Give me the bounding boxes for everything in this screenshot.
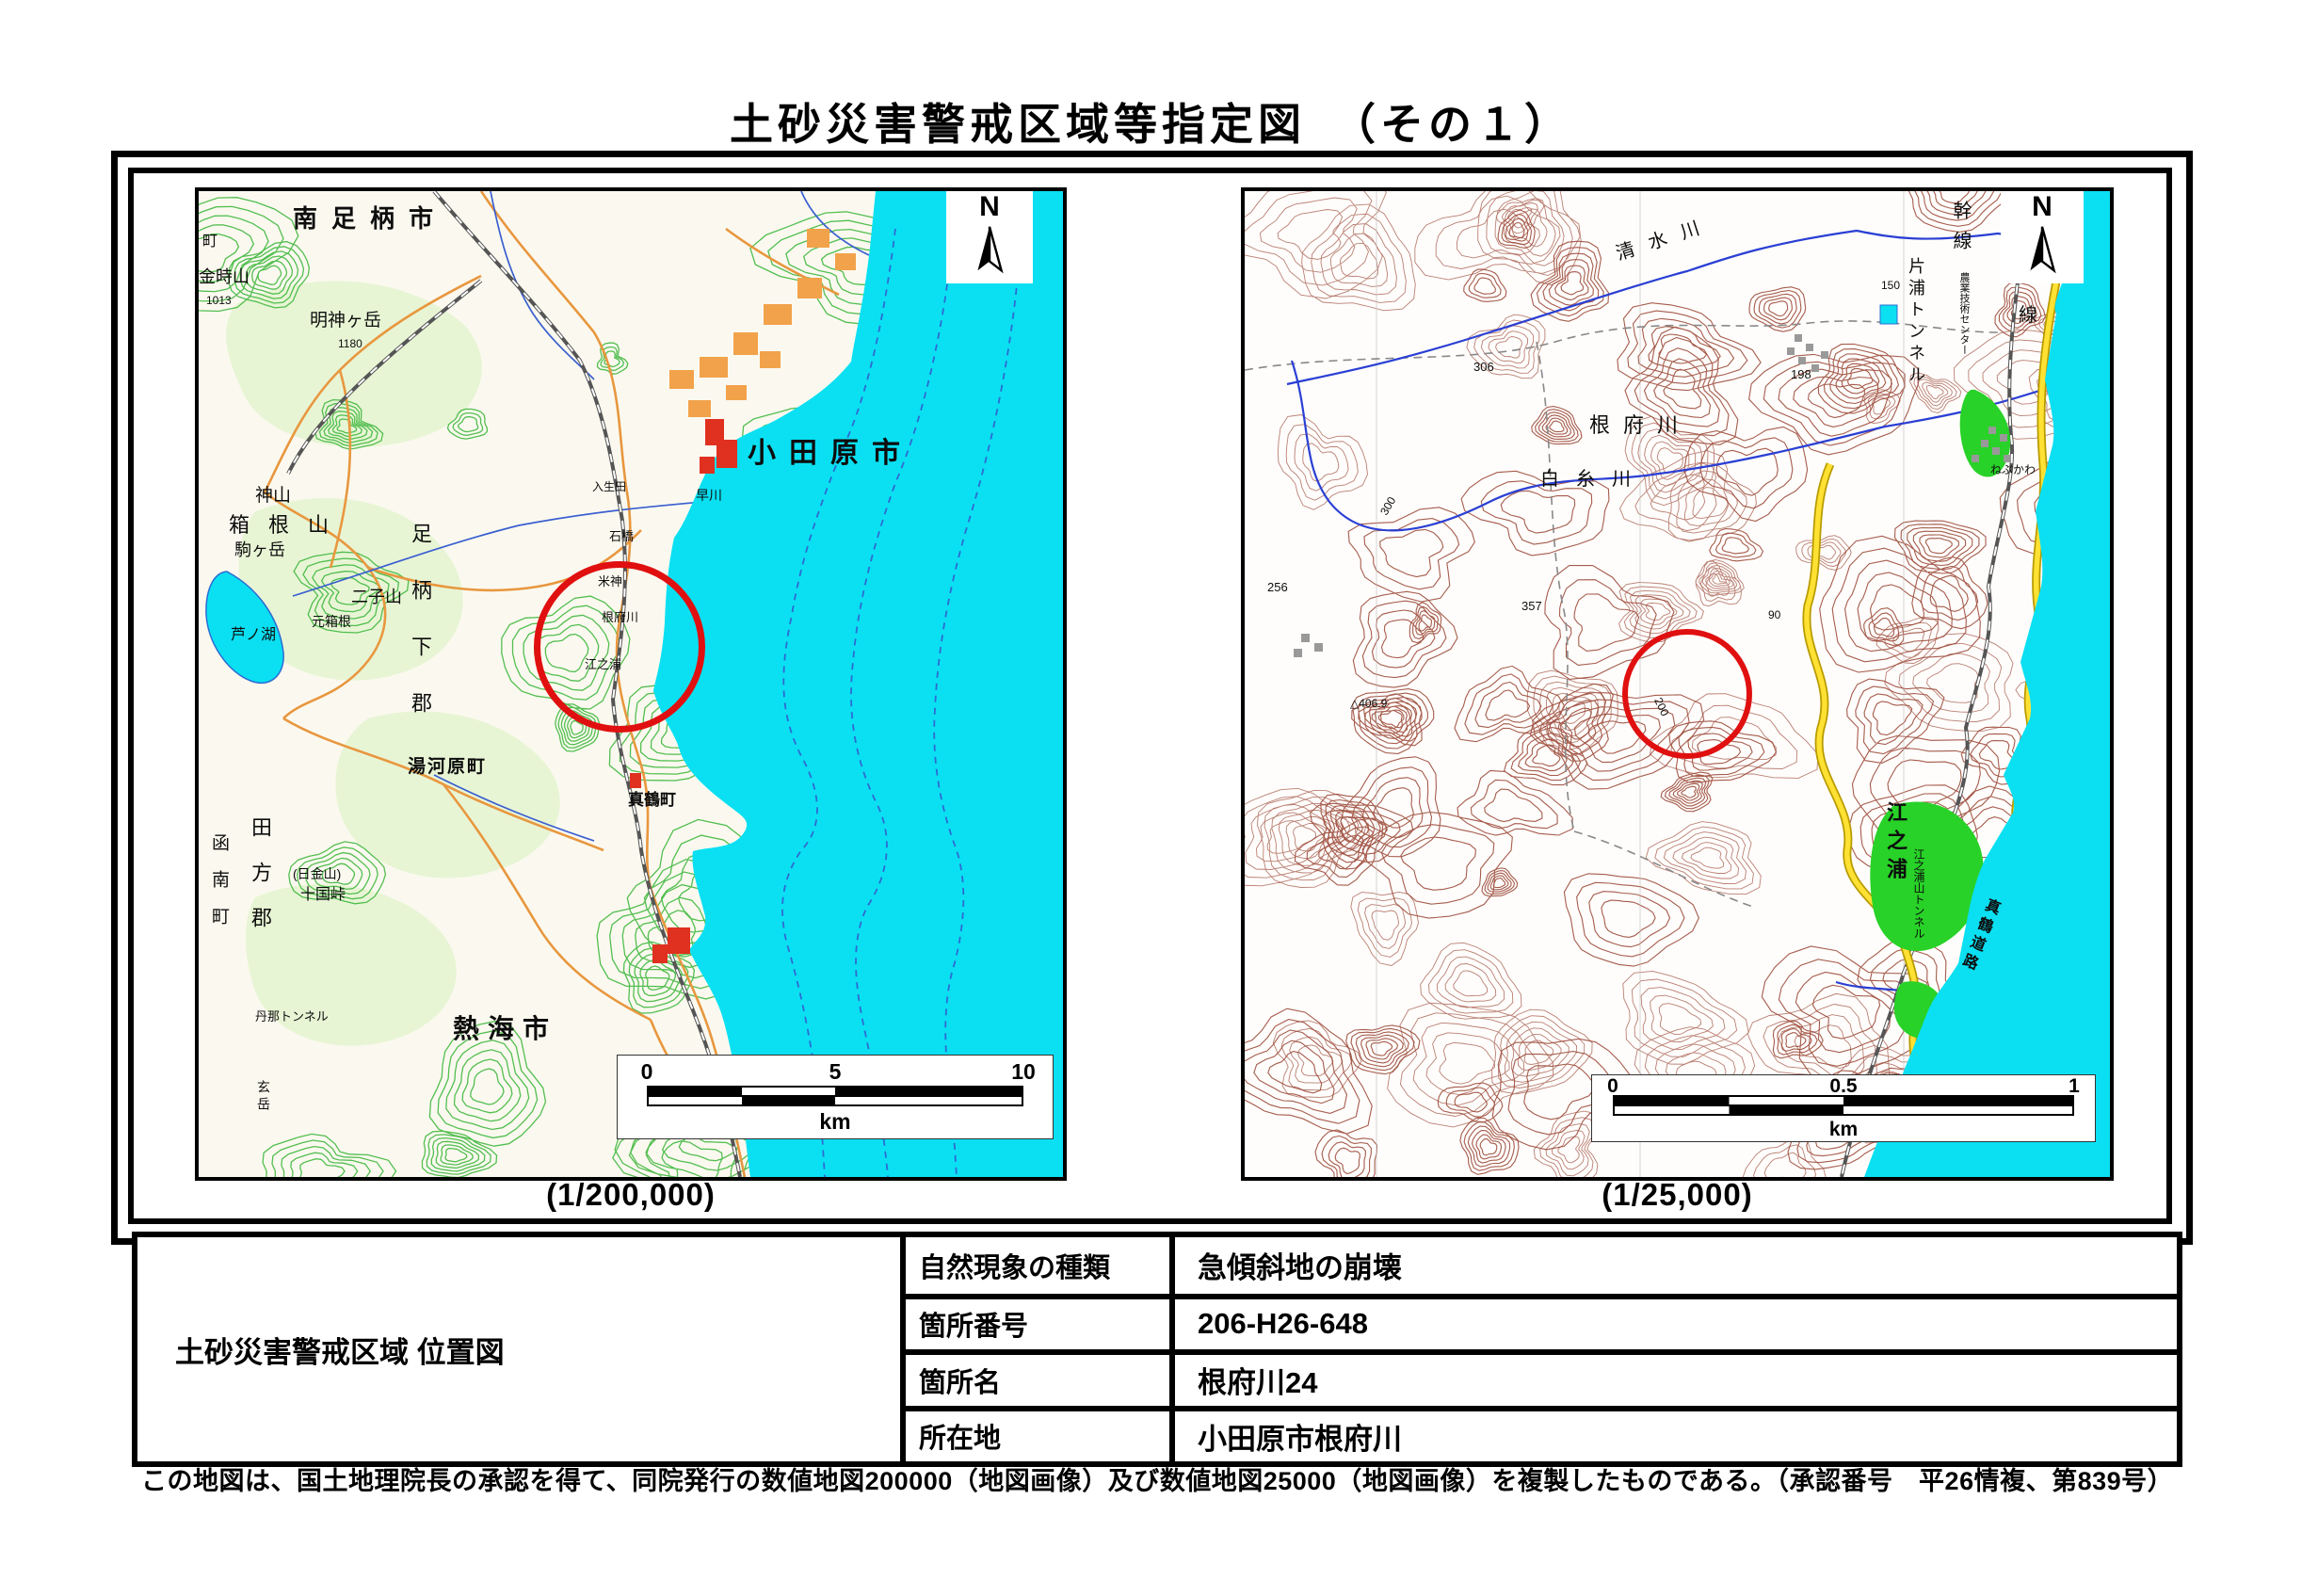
map-label: (日金山) (293, 866, 342, 881)
table-value: 小田原市根府川 (1175, 1405, 2177, 1462)
map-label: 1013 (206, 294, 232, 307)
map-labels-right: 清水川 白糸川 根府川 306 198 357 256 300 150 90 200 △406.9 幹線… (1245, 191, 2110, 1177)
map-label: 256 (1267, 580, 1288, 594)
scale-unit: km (1828, 1119, 1859, 1140)
page-title: 土砂災害警戒区域等指定図 （その１） (730, 100, 1572, 149)
north-arrow-box: N (2001, 191, 2084, 283)
map-label: △406.9 (1350, 697, 1388, 710)
map-label: 306 (1473, 360, 1494, 374)
map-label: 357 (1521, 599, 1542, 613)
map-label: 真鶴町 (628, 791, 676, 809)
map-label: 早川 (696, 488, 722, 503)
map-label: 神山 (255, 486, 292, 506)
map-label: 玄岳 (256, 1080, 271, 1114)
map-label: 町 (202, 234, 218, 250)
map-label: 石橋 (609, 529, 635, 543)
table-header: 箇所番号 (906, 1293, 1175, 1349)
north-label: N (2032, 191, 2052, 222)
north-label: N (979, 191, 1000, 222)
building-clusters (1294, 334, 2011, 657)
map-label: 箱根山 (229, 513, 348, 537)
map-label: 丹那トンネル (255, 1009, 329, 1024)
map-label: 1180 (338, 337, 362, 350)
info-table: 土砂災害警戒区域 位置図 自然現象の種類 急傾斜地の崩壊 箇所番号 206-H2… (132, 1232, 2182, 1467)
table-value: 根府川24 (1175, 1349, 2177, 1406)
map-label: 熱海市 (453, 1014, 558, 1043)
urban-red-areas (630, 419, 737, 963)
map-label: 足柄下郡 (409, 523, 432, 749)
scale-tick: 0 (640, 1059, 653, 1084)
map-label: 線 (2019, 305, 2037, 326)
scale-tick: 1 (2069, 1075, 2080, 1097)
map-label: 清水川 (1613, 213, 1717, 265)
scale-bar-left: 0 5 10 km (617, 1055, 1054, 1139)
north-arrow-icon (2030, 226, 2056, 274)
forest-areas (226, 281, 560, 1046)
inner-frame (128, 168, 2172, 1224)
map-label: 入生田 (592, 480, 627, 493)
map-label: 元箱根 (312, 614, 351, 629)
table-value: 206-H26-648 (1175, 1293, 2177, 1350)
map-label: 二子山 (351, 588, 402, 606)
railway (1840, 228, 2026, 1177)
vegetation-areas (1870, 389, 2011, 1040)
map-label: 南足柄市 (293, 204, 448, 233)
map-label: 十国峠 (300, 887, 346, 903)
map-label: 金時山 (199, 267, 250, 286)
table-value: 急傾斜地の崩壊 (1198, 1251, 1402, 1285)
map-labels-left: 南足柄市小田原市熱海市 湯河原町真鶴町函南町 田方郡 足柄下郡 町明神ヶ岳 1180 金時山… (199, 191, 1063, 1177)
map-label: ねぶかわ (1990, 463, 2036, 476)
designated-area-circle (1622, 629, 1752, 759)
detail-map-panel: 清水川 白糸川 根府川 306 198 357 256 300 150 90 200 △406.9 幹線… (1241, 187, 2114, 1181)
sea (1864, 191, 2110, 1177)
reservoir (1879, 304, 1898, 325)
map-label: 明神ヶ岳 (310, 311, 382, 330)
urban-blocks (669, 229, 856, 417)
map-label: 根府川 (1589, 413, 1692, 437)
map-label: 田方郡 (249, 816, 272, 952)
map-label: 江之浦山トンネル (1912, 848, 1925, 939)
north-arrow-box: N (946, 191, 1033, 283)
north-arrow-icon (977, 226, 1004, 274)
map-label: 白糸川 (1540, 469, 1648, 490)
table-header: 自然現象の種類 (906, 1237, 1175, 1294)
table-side-label: 土砂災害警戒区域 位置図 (137, 1237, 906, 1461)
rivers (292, 191, 870, 842)
map-label: 198 (1791, 367, 1811, 381)
map-label: 農業技術センター (1958, 272, 1970, 355)
table-header: 所在地 (906, 1405, 1175, 1461)
scale-caption-left: (1/200,000) (546, 1177, 716, 1212)
scale-tick: 0 (1607, 1075, 1618, 1097)
map-label: 江之浦 (1884, 801, 1908, 886)
map-label: 函南町 (209, 833, 229, 943)
map-label: 片浦トンネル (1907, 257, 1925, 387)
map-label: 小田原市 (748, 438, 913, 469)
map-label: 幹線 (1950, 201, 1971, 261)
location-map-panel: 南足柄市小田原市熱海市 湯河原町真鶴町函南町 田方郡 足柄下郡 町明神ヶ岳 1180 金時山… (195, 187, 1067, 1181)
table-header: 箇所名 (906, 1349, 1175, 1406)
scale-tick: 10 (1011, 1059, 1036, 1084)
boundary-lines (1245, 320, 1999, 908)
map-label: 90 (1768, 608, 1781, 621)
map-label: 駒ヶ岳 (234, 540, 285, 559)
scale-bar-right: 0 0.5 1 km (1591, 1074, 2096, 1142)
map-label: 芦ノ湖 (231, 627, 277, 643)
map-label: 真鶴道路 (1956, 895, 2002, 975)
scale-unit: km (819, 1109, 851, 1134)
designated-area-circle (534, 561, 705, 733)
scale-tick: 0.5 (1829, 1075, 1858, 1097)
sea-contours (781, 228, 1019, 1177)
copyright-note: この地図は、国土地理院長の承認を得て、同院発行の数値地図200000（地図画像）… (141, 1467, 2174, 1495)
topo-map-graphic-right (1245, 191, 2110, 1177)
lake-ashi (205, 571, 284, 685)
map-label: 300 (1377, 494, 1399, 518)
map-label: 150 (1881, 279, 1901, 292)
map-label: 湯河原町 (408, 757, 488, 777)
scale-caption-right: (1/25,000) (1602, 1177, 1753, 1212)
scale-tick: 5 (829, 1059, 842, 1084)
